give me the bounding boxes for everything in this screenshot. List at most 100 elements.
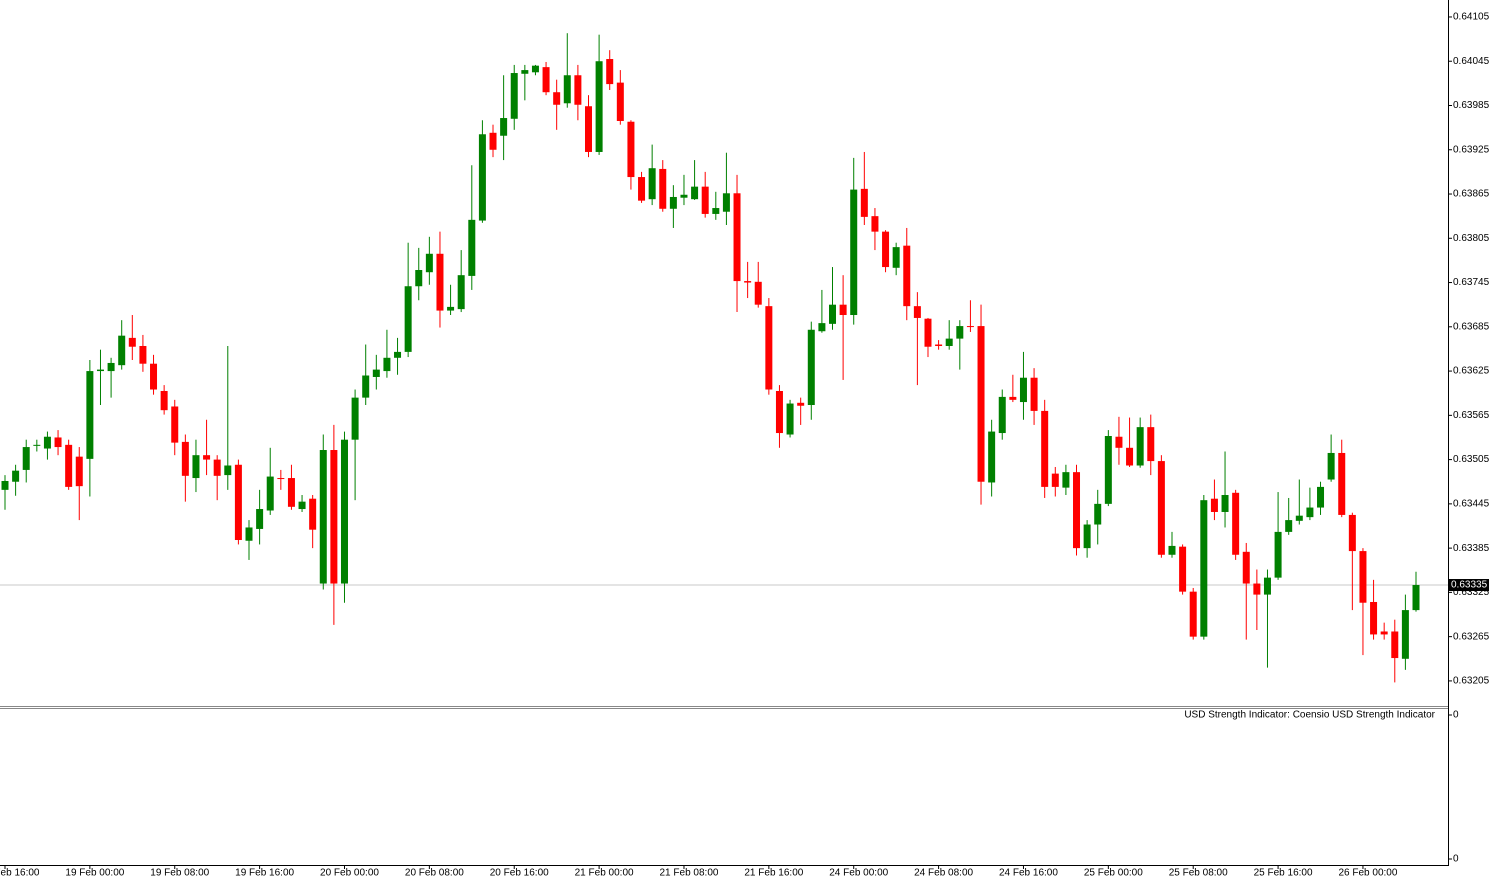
y-tick-label: 0.63445 xyxy=(1453,499,1490,510)
candle-body xyxy=(850,189,858,316)
candle-body xyxy=(871,216,879,232)
candle-body xyxy=(478,134,486,221)
candle-body xyxy=(1200,500,1208,637)
candle-body xyxy=(33,444,41,446)
candle-body xyxy=(171,406,179,443)
candle-body xyxy=(150,363,158,390)
candle-body xyxy=(1242,551,1250,584)
candle-body xyxy=(1359,551,1367,603)
candle-body xyxy=(627,121,635,178)
candle-body xyxy=(256,509,264,529)
candle-body xyxy=(1,480,9,490)
candle-body xyxy=(595,61,603,152)
candle-body xyxy=(1115,436,1123,448)
x-tick-label: 24 Feb 08:00 xyxy=(914,868,973,879)
candle-body xyxy=(1009,396,1017,400)
candle-body xyxy=(1253,583,1261,595)
candle-body xyxy=(372,369,380,377)
candle-body xyxy=(500,118,508,136)
candle-body xyxy=(139,345,147,364)
candle-body xyxy=(54,437,62,448)
candle-body xyxy=(118,335,126,366)
y-tick-label: 0.63925 xyxy=(1453,144,1490,155)
candle-body xyxy=(330,450,338,584)
candle-body xyxy=(1083,524,1091,549)
candle-body xyxy=(935,344,943,346)
candle-body xyxy=(956,326,964,339)
x-tick-label: 19 Feb 08:00 xyxy=(150,868,209,879)
candle-body xyxy=(447,306,455,311)
candle-body xyxy=(786,403,794,435)
candle-body xyxy=(1189,591,1197,637)
candle-body xyxy=(1370,601,1378,635)
candle-body xyxy=(913,306,921,318)
y-tick-label: 0.63625 xyxy=(1453,366,1490,377)
x-tick-label: 19 Feb 16:00 xyxy=(235,868,294,879)
x-tick-label: 21 Feb 00:00 xyxy=(575,868,634,879)
candle-body xyxy=(648,168,656,200)
candle-body xyxy=(638,177,646,201)
candle-body xyxy=(691,186,699,200)
candle-body xyxy=(277,478,285,480)
candle-body xyxy=(1327,452,1335,480)
candle-body xyxy=(775,390,783,434)
candle-body xyxy=(12,470,20,482)
x-tick-label: 25 Feb 08:00 xyxy=(1169,868,1228,879)
candle-body xyxy=(807,329,815,406)
candle-body xyxy=(818,323,826,332)
last-price-box xyxy=(1449,579,1489,592)
candle-body xyxy=(616,82,624,121)
candle-body xyxy=(309,498,317,530)
candle-body xyxy=(1168,545,1176,555)
candle-body xyxy=(234,464,242,541)
candle-body xyxy=(531,65,539,73)
y-tick-label: 0.63685 xyxy=(1453,321,1490,332)
candle-body xyxy=(1051,473,1059,487)
candle-body xyxy=(340,439,348,584)
candle-body xyxy=(1157,461,1165,555)
candle-body xyxy=(192,455,200,479)
candle-body xyxy=(882,231,890,268)
x-tick-label: 18 Feb 16:00 xyxy=(0,868,40,879)
candle-body xyxy=(22,447,30,470)
candle-body xyxy=(43,436,51,449)
candle-body xyxy=(1030,377,1038,411)
candle-body xyxy=(489,132,497,150)
candle-body xyxy=(839,304,847,316)
candle-body xyxy=(574,75,582,105)
candle-body xyxy=(1094,503,1102,525)
candle-body xyxy=(521,70,529,74)
last-price-label: 0.63335 xyxy=(1451,580,1488,591)
x-tick-label: 20 Feb 08:00 xyxy=(405,868,464,879)
indicator-tick-label: 0 xyxy=(1453,854,1459,865)
candle-body xyxy=(553,92,561,105)
candle-body xyxy=(1391,631,1399,659)
x-tick-label: 20 Feb 00:00 xyxy=(320,868,379,879)
candle-body xyxy=(1062,472,1070,488)
candle-body xyxy=(287,478,295,507)
candle-body xyxy=(1210,498,1218,512)
y-tick-label: 0.63565 xyxy=(1453,410,1490,421)
candle-body xyxy=(903,245,911,307)
candle-body xyxy=(998,396,1006,434)
y-tick-label: 0.63385 xyxy=(1453,543,1490,554)
candle-body xyxy=(468,219,476,276)
candle-body xyxy=(563,75,571,104)
candle-body xyxy=(1401,610,1409,659)
candle-body xyxy=(1221,495,1229,512)
candle-body xyxy=(1104,435,1112,504)
candle-body xyxy=(1232,492,1240,555)
candle-body xyxy=(659,168,667,209)
candle-body xyxy=(754,281,762,305)
candle-body xyxy=(415,270,423,287)
candle-body xyxy=(1348,514,1356,552)
x-tick-label: 24 Feb 16:00 xyxy=(999,868,1058,879)
candle-body xyxy=(128,337,136,347)
candle-body xyxy=(457,275,465,310)
candle-body xyxy=(266,476,274,511)
candle-body xyxy=(107,362,115,372)
x-tick-label: 25 Feb 16:00 xyxy=(1254,868,1313,879)
candle-body xyxy=(1274,531,1282,578)
